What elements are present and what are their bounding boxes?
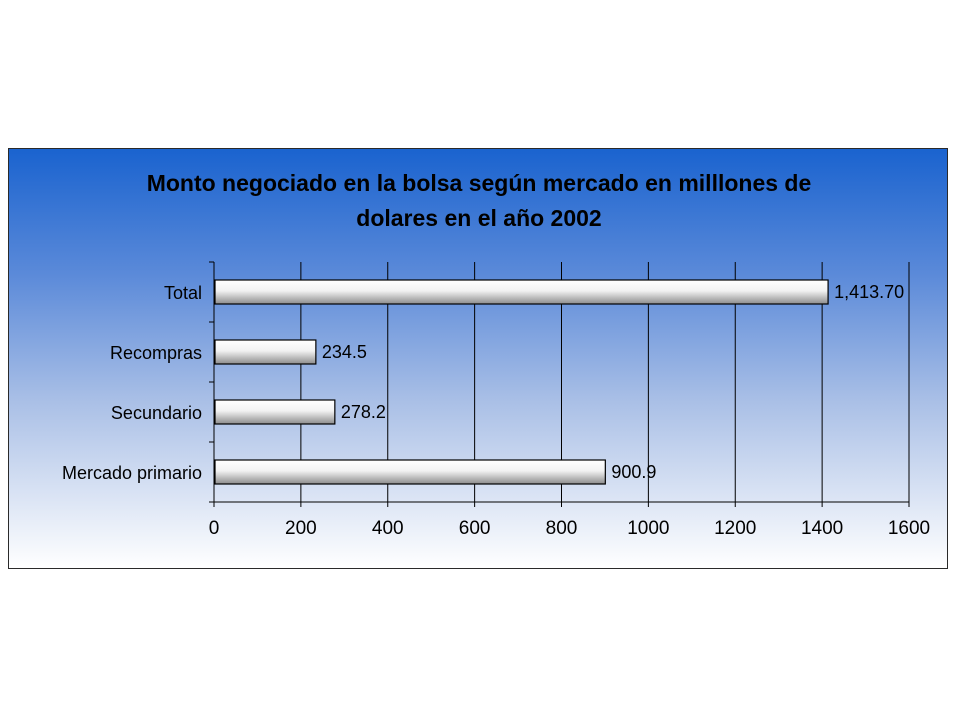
category-label: Total xyxy=(164,283,202,303)
bar xyxy=(215,280,828,304)
x-tick-label: 200 xyxy=(285,518,317,539)
chart-title-line-2: dolares en el año 2002 xyxy=(356,205,601,231)
x-tick-label: 0 xyxy=(209,518,220,539)
bar xyxy=(215,340,316,364)
chart-title-line-1: Monto negociado en la bolsa según mercad… xyxy=(147,170,812,196)
x-tick-label: 1400 xyxy=(801,518,843,539)
data-label: 234.5 xyxy=(322,342,367,362)
labels-layer: 0 200 400 600 800 1000 1200 1400 1600 Total 1,413.… xyxy=(62,282,930,539)
x-tick-label: 400 xyxy=(372,518,404,539)
data-label: 900.9 xyxy=(611,462,656,482)
chart-frame: Monto negociado en la bolsa según mercad… xyxy=(8,148,948,569)
bar xyxy=(215,460,605,484)
bar xyxy=(215,400,335,424)
data-label: 1,413.70 xyxy=(834,282,904,302)
category-label: Mercado primario xyxy=(62,463,202,483)
bars-layer xyxy=(215,280,828,484)
data-label: 278.2 xyxy=(341,402,386,422)
category-label: Secundario xyxy=(111,403,202,423)
x-tick-label: 1000 xyxy=(627,518,669,539)
x-tick-label: 600 xyxy=(459,518,491,539)
category-label: Recompras xyxy=(110,343,202,363)
x-tick-label: 1600 xyxy=(888,518,930,539)
chart-svg: Monto negociado en la bolsa según mercad… xyxy=(9,149,949,570)
x-tick-label: 1200 xyxy=(714,518,756,539)
x-tick-label: 800 xyxy=(546,518,578,539)
